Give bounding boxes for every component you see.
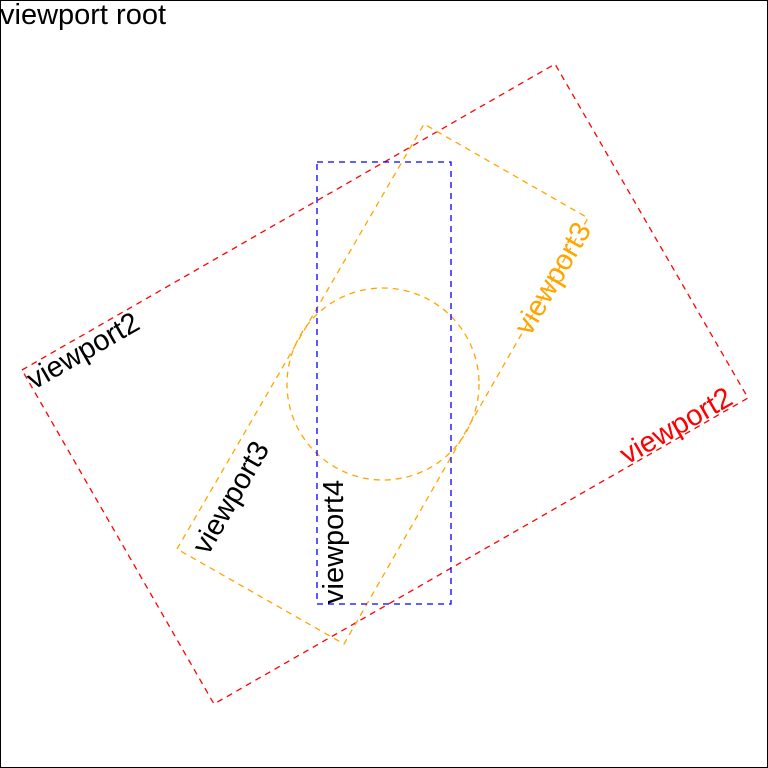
viewport2-label-lower-left: viewport2 <box>22 306 146 396</box>
viewport3-label-upper-right: viewport3 <box>508 217 598 340</box>
viewport-root-label: viewport root <box>0 0 166 31</box>
viewport4-label: viewport4 <box>318 480 350 604</box>
viewport4-border <box>316 161 452 605</box>
viewport3-border <box>176 123 589 645</box>
viewport2-border <box>21 63 749 705</box>
viewport2-label-upper-right: viewport2 <box>615 381 739 471</box>
viewport3-label-lower-left: viewport3 <box>186 436 276 559</box>
viewport3-circle <box>286 287 480 481</box>
